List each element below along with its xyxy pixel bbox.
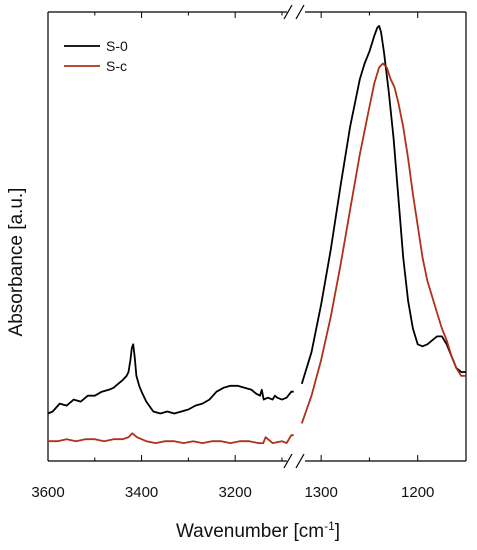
legend-label: S-c <box>106 58 127 74</box>
x-tick-label: 1300 <box>304 484 337 501</box>
axis-break-top <box>283 4 305 20</box>
series-line-S-c-panel2 <box>300 62 466 424</box>
x-tick-label: 3400 <box>125 484 158 501</box>
x-tick-label: 3200 <box>218 484 251 501</box>
series-line-S-0-panel1 <box>47 343 294 415</box>
legend: S-0 S-c <box>64 38 128 74</box>
series-line-S-0-panel2 <box>300 24 466 385</box>
axis-break-bottom <box>283 453 305 469</box>
axes-layer: 3600 3400 3200 1300 1200 <box>31 4 467 501</box>
x-tick-label: 1200 <box>401 484 434 501</box>
x-tick-label: 3600 <box>31 484 64 501</box>
y-axis-label: Absorbance [a.u.] <box>6 188 27 337</box>
series-line-S-c-panel1 <box>48 432 294 445</box>
series-layer <box>47 24 466 445</box>
x-axis-label: Wavenumber [cm-1] <box>176 519 340 542</box>
legend-label: S-0 <box>106 38 128 54</box>
